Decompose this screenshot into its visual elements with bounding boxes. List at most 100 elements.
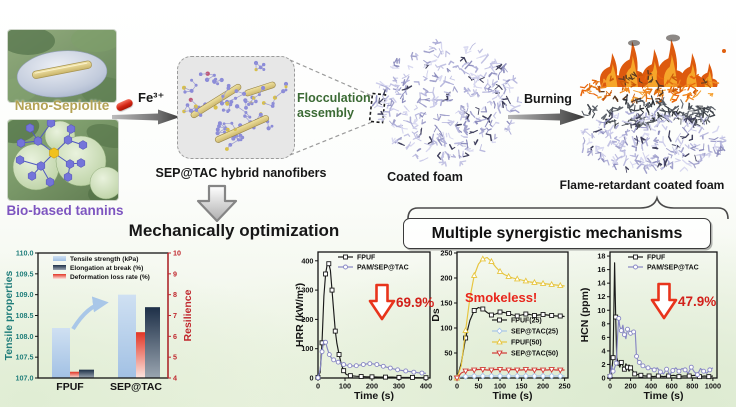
svg-text:400: 400 xyxy=(420,382,432,391)
svg-text:200: 200 xyxy=(624,382,636,391)
svg-text:16: 16 xyxy=(597,265,605,274)
flocculation-assembly-label: Flocculation assembly xyxy=(297,91,371,121)
sepiolite-fiber-rod xyxy=(32,60,92,79)
svg-text:50: 50 xyxy=(444,349,452,358)
svg-text:250: 250 xyxy=(440,249,452,258)
sepiolite-illustration xyxy=(8,30,116,102)
svg-text:0: 0 xyxy=(601,374,605,383)
tannin-molecule-icon xyxy=(15,120,88,187)
tannins-illustration xyxy=(8,120,118,200)
photo-nano-sepiolite xyxy=(8,30,116,102)
svg-text:107.5: 107.5 xyxy=(16,353,34,362)
svg-text:12: 12 xyxy=(597,292,605,301)
svg-text:108.0: 108.0 xyxy=(16,332,34,341)
chart-hcn: 0 200 400 600 800 1000 0 2 4 6 8 10 12 14 16 18 FPUF PAM/… xyxy=(579,251,721,402)
svg-text:Time (s): Time (s) xyxy=(492,390,532,402)
svg-text:200: 200 xyxy=(301,315,313,324)
svg-text:107.0: 107.0 xyxy=(16,374,34,383)
svg-text:SEP@TAC: SEP@TAC xyxy=(110,381,162,393)
svg-text:0: 0 xyxy=(316,382,320,391)
svg-text:100: 100 xyxy=(440,324,452,333)
svg-text:6: 6 xyxy=(601,333,605,342)
svg-text:1000: 1000 xyxy=(705,382,721,391)
hybrid-nanofiber-illustration xyxy=(182,60,289,151)
fe3-label: Fe³⁺ xyxy=(138,90,165,105)
svg-text:Deformation loss rate (%): Deformation loss rate (%) xyxy=(70,274,150,281)
svg-text:8: 8 xyxy=(173,290,177,299)
svg-text:150: 150 xyxy=(440,299,452,308)
svg-text:47.9%: 47.9% xyxy=(678,294,716,309)
svg-text:200: 200 xyxy=(537,382,549,391)
coated-foam-label: Coated foam xyxy=(387,170,463,184)
svg-text:4: 4 xyxy=(601,346,606,355)
svg-text:Tensile properties: Tensile properties xyxy=(3,271,15,361)
burning-label: Burning xyxy=(524,92,572,106)
svg-text:Smokeless!: Smokeless! xyxy=(465,290,537,305)
svg-text:Tensile strength (kPa): Tensile strength (kPa) xyxy=(70,256,138,263)
photo-bio-tannins xyxy=(8,120,118,200)
svg-text:100: 100 xyxy=(301,344,313,353)
svg-text:Resilience: Resilience xyxy=(182,289,194,341)
svg-text:200: 200 xyxy=(440,274,452,283)
down-arrow-icon xyxy=(196,184,238,223)
svg-text:4: 4 xyxy=(173,374,177,383)
flame-retardant-foam-illustration xyxy=(579,34,727,174)
svg-text:109.0: 109.0 xyxy=(16,290,34,299)
mechanical-optimization-title: Mechanically optimization xyxy=(128,221,340,240)
nanofiber-flocculation-box xyxy=(177,56,295,159)
svg-text:108.5: 108.5 xyxy=(16,311,34,320)
reaction-arrow-icon xyxy=(112,109,180,125)
magnifier-dashed-connector xyxy=(289,59,387,156)
svg-text:110.0: 110.0 xyxy=(16,249,34,258)
sepatac-hybrid-label: SEP@TAC hybrid nanofibers xyxy=(155,166,327,180)
svg-text:9: 9 xyxy=(173,269,177,278)
svg-text:PAM/SEP@TAC: PAM/SEP@TAC xyxy=(357,265,409,272)
svg-text:FPUF(25): FPUF(25) xyxy=(511,318,542,325)
svg-text:300: 300 xyxy=(393,382,405,391)
chart-tensile-properties: 107.0 107.5 108.0 108.5 109.0 109.5 110.0 4 5 6 7 8… xyxy=(3,249,194,394)
svg-text:Time (s): Time (s) xyxy=(354,390,394,402)
svg-text:18: 18 xyxy=(597,252,605,261)
svg-text:109.5: 109.5 xyxy=(16,269,34,278)
svg-text:Elongation at break (%): Elongation at break (%) xyxy=(70,265,143,272)
chart-hrr: 0 100 200 300 400 0 100 200 300 400 FPUF PAM/SEP@TA… xyxy=(294,251,434,402)
svg-text:SEP@TAC(25): SEP@TAC(25) xyxy=(511,329,558,336)
svg-text:50: 50 xyxy=(474,382,482,391)
svg-text:300: 300 xyxy=(301,286,313,295)
svg-text:7: 7 xyxy=(173,311,177,320)
svg-text:0: 0 xyxy=(455,382,459,391)
svg-text:14: 14 xyxy=(597,279,606,288)
svg-text:400: 400 xyxy=(301,256,313,265)
brace-icon xyxy=(407,195,729,220)
svg-text:10: 10 xyxy=(173,249,181,258)
burning-arrow-icon xyxy=(508,109,585,125)
nano-sepiolite-label: Nano-Sepiolite xyxy=(14,98,110,113)
svg-text:HCN (ppm): HCN (ppm) xyxy=(579,288,591,343)
coated-foam-illustration xyxy=(372,38,522,167)
synergistic-mechanisms-box: Multiple synergistic mechanisms xyxy=(403,218,711,249)
svg-text:150: 150 xyxy=(515,382,527,391)
svg-text:FPUF: FPUF xyxy=(357,255,376,262)
svg-text:6: 6 xyxy=(173,332,177,341)
svg-text:600: 600 xyxy=(666,382,678,391)
svg-text:800: 800 xyxy=(686,382,698,391)
flocculation-line2: assembly xyxy=(297,106,354,120)
synergistic-mechanisms-title: Multiple synergistic mechanisms xyxy=(431,225,683,242)
svg-text:Time (s): Time (s) xyxy=(643,390,683,402)
svg-text:200: 200 xyxy=(366,382,378,391)
svg-text:HRR (kW/m²): HRR (kW/m²) xyxy=(294,283,306,347)
svg-text:SEP@TAC(50): SEP@TAC(50) xyxy=(511,351,558,358)
svg-text:FPUF(50): FPUF(50) xyxy=(511,340,542,347)
svg-text:100: 100 xyxy=(494,382,506,391)
svg-text:100: 100 xyxy=(339,382,351,391)
svg-text:250: 250 xyxy=(558,382,570,391)
svg-text:10: 10 xyxy=(597,306,605,315)
svg-text:5: 5 xyxy=(173,353,177,362)
svg-text:2: 2 xyxy=(601,360,605,369)
svg-text:FPUF: FPUF xyxy=(56,381,84,393)
svg-text:0: 0 xyxy=(608,382,612,391)
svg-text:0: 0 xyxy=(448,374,452,383)
svg-text:Ds: Ds xyxy=(430,308,442,322)
svg-text:FPUF: FPUF xyxy=(647,255,666,262)
